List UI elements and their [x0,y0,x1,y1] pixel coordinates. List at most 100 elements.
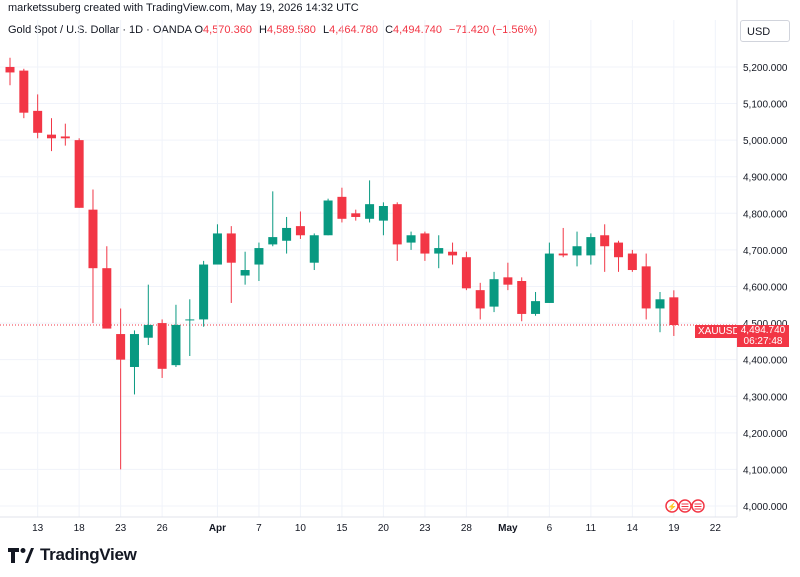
candle-body [489,279,499,307]
candle [461,251,471,291]
date-tick-label: 23 [419,523,431,534]
candle [185,299,195,357]
candle-body [600,235,610,247]
price-tick-label: 5,200.000 [743,63,788,74]
date-tick-label: 28 [461,523,473,534]
candle-body [420,233,430,254]
close-label: C [385,24,394,36]
change-value: −71.420 (−1.56%) [449,24,538,36]
candle-body [240,270,250,276]
candle-body [282,227,292,241]
candle-body [88,209,98,269]
candle [392,202,402,261]
price-tick-label: 4,900.000 [743,173,788,184]
event-markers: ⚡ [665,499,705,513]
close-value: 4,494.740 [393,24,442,36]
candle [337,187,347,223]
candle [641,253,651,320]
date-tick-label: May [498,523,518,534]
candle [240,251,250,285]
candle-body [157,323,167,369]
candle-body [226,233,236,263]
candle-body [614,242,624,258]
candle [600,224,610,272]
date-tick-label: 13 [32,523,44,534]
date-tick-label: 15 [336,523,348,534]
candle-body [503,277,513,285]
candle [323,198,333,236]
date-tick-label: 18 [74,523,86,534]
candle-body [365,204,375,219]
svg-text:⚡: ⚡ [667,502,677,512]
price-tick-label: 4,600.000 [743,282,788,293]
candle [309,233,319,271]
candle [627,249,637,272]
us-flag-icon [678,499,692,513]
candle-body [558,253,568,256]
candle-body [199,264,209,320]
candle-body [268,237,278,245]
candle [268,191,278,247]
low-label: L [322,24,330,36]
candle [88,189,98,324]
candle [544,242,554,303]
candle [212,224,222,265]
price-tick-label: 4,700.000 [743,246,788,257]
candle-body [212,233,222,265]
candle-body [586,237,596,256]
price-tick-label: 4,300.000 [743,392,788,403]
candle [378,202,388,236]
candle-body [129,334,139,367]
candle-body [448,251,458,256]
candle [365,180,375,223]
candle [558,227,568,258]
candle [475,282,485,320]
date-tick-label: 19 [668,523,680,534]
high-value: 4,589.580 [266,24,316,36]
time-axis: 13 18 23 26 Apr 7 10 15 20 23 28 May 6 11 14 19 22 [32,523,721,534]
candle [517,277,527,322]
price-axis: 4,000.000 4,100.000 4,200.000 4,300.000 4,40… [743,63,788,513]
candle [5,57,15,86]
grid-lines [0,0,738,518]
candle-body [655,299,665,309]
candle-body [475,290,485,309]
candle [503,262,513,291]
lightning-icon: ⚡ [665,499,679,513]
candle-body [5,66,15,73]
date-tick-label: 20 [378,523,390,534]
candle [60,123,70,146]
candle [489,271,499,313]
price-tick-label: 4,500.000 [743,319,788,330]
chart-credit: marketssuberg created with TradingView.c… [8,2,359,14]
candle-body [627,253,637,271]
candle-body [295,226,305,236]
open-label: O [194,24,204,36]
tradingview-logo[interactable]: TradingView [8,545,137,565]
date-tick-label: 23 [115,523,127,534]
last-price-box: 4,494.740 06:27:48 [737,325,789,347]
symbol-price-label: XAUUSD [695,325,743,338]
candle-body [143,324,153,338]
candle [226,226,236,303]
candle [129,330,139,395]
date-tick-label: 7 [256,523,262,534]
candle-body [116,334,126,360]
date-tick-label: 6 [547,523,553,534]
price-tick-label: 4,400.000 [743,356,788,367]
currency-button[interactable]: USD [740,20,790,42]
candle-body [531,301,541,314]
candle [19,68,29,119]
candle [669,290,679,336]
candle-body [74,140,84,208]
candle-body [102,268,112,329]
candle-body [185,319,195,321]
candle [586,233,596,265]
candle [282,216,292,254]
candle-body [171,324,181,366]
candle [143,284,153,346]
brand-name: TradingView [40,545,137,564]
date-tick-label: 10 [295,523,307,534]
bar-countdown: 06:27:48 [743,336,783,347]
